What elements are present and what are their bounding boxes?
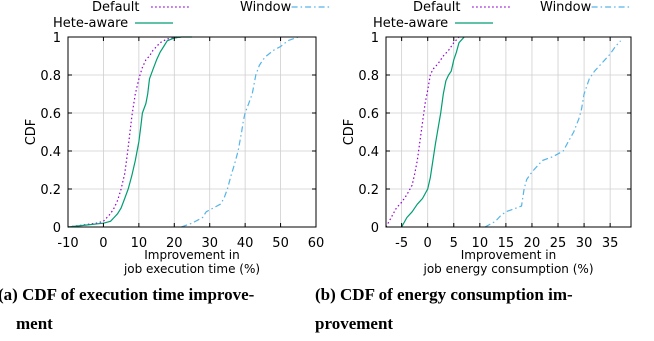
chart-b-frame <box>385 36 632 228</box>
chart-b-legend-label-hete-aware: Hete-aware <box>373 16 448 31</box>
chart-a-ytick-label: 0 <box>53 221 61 236</box>
chart-b-ytick-label: 0.4 <box>358 145 379 160</box>
chart-a-xlabel-line1: Improvement in <box>144 248 239 262</box>
chart-a-xtick-label: 0 <box>99 236 107 251</box>
chart-b-series-hete-aware <box>401 36 465 228</box>
chart-b-ytick-label: 0 <box>371 221 379 236</box>
chart-a: -10 0 10 20 30 40 50 6000.20.40.60.81Improvemen… <box>24 0 330 276</box>
chart-a-xtick-label: 40 <box>237 236 254 251</box>
chart-b-legend-label-window: Window <box>540 0 592 15</box>
chart-a-xtick-label: 20 <box>166 236 183 251</box>
chart-b-ytick-label: 1 <box>371 31 379 46</box>
chart-b-xtick-label: 5 <box>450 236 458 251</box>
chart-b-ytick-label: 0.8 <box>358 69 379 84</box>
chart-b-xtick-label: 25 <box>550 236 567 251</box>
chart-a-ytick-label: 1 <box>53 31 61 46</box>
chart-a-xtick-label: 30 <box>201 236 218 251</box>
caption-b-line2: provement <box>315 314 393 333</box>
caption-a-line1: (a) CDF of execution time improve- <box>0 285 255 304</box>
chart-a-legend-label-window: Window <box>240 0 292 15</box>
chart-a-xtick-label: 50 <box>272 236 289 251</box>
chart-b-xlabel-line1: Improvement in <box>461 248 556 262</box>
chart-b-ytick-label: 0.2 <box>358 183 379 198</box>
chart-a-series-hete-aware <box>67 36 192 228</box>
chart-a-ylabel: CDF <box>24 119 39 146</box>
chart-a-xlabel-line2: job execution time (%) <box>123 262 260 276</box>
chart-b-xtick-label: 15 <box>498 236 515 251</box>
chart-a-xtick-label: -10 <box>57 236 78 251</box>
chart-b-xtick-label: 30 <box>576 236 593 251</box>
chart-a-ytick-label: 0.6 <box>40 107 61 122</box>
chart-b-ytick-label: 0.6 <box>358 107 379 122</box>
chart-b-xlabel-line2: job energy consumption (%) <box>422 262 593 276</box>
chart-b-xtick-label: 35 <box>602 236 619 251</box>
chart-b-series-window <box>484 40 622 228</box>
chart-a-legend-label-hete-aware: Hete-aware <box>53 16 128 31</box>
chart-a-ytick-label: 0.4 <box>40 145 61 160</box>
chart-a-legend-label-default: Default <box>92 0 140 15</box>
chart-a-ytick-label: 0.2 <box>40 183 61 198</box>
chart-b-legend-label-default: Default <box>413 0 461 15</box>
chart-b-xtick-label: 20 <box>524 236 541 251</box>
chart-a-series-default <box>67 36 182 228</box>
caption-a-line2: ment <box>16 314 53 333</box>
chart-a-xtick-label: 10 <box>131 236 148 251</box>
chart-a-frame <box>67 36 317 228</box>
chart-b-series-default <box>385 36 460 228</box>
chart-b-xtick-label: -5 <box>395 236 408 251</box>
chart-b: -5 0 5 10 15 20 25 30 35 0 0.2 0.4 0.6 0.8 1 Improvemen… <box>342 0 632 276</box>
chart-b-ylabel: CDF <box>342 119 357 146</box>
chart-b-xtick-label: 10 <box>472 236 489 251</box>
caption-b-line1: (b) CDF of energy consumption im- <box>315 285 573 304</box>
chart-a-series-window <box>181 36 299 228</box>
chart-b-xtick-label: 0 <box>424 236 432 251</box>
chart-a-ytick-label: 0.8 <box>40 69 61 84</box>
chart-a-xtick-label: 60 <box>308 236 325 251</box>
